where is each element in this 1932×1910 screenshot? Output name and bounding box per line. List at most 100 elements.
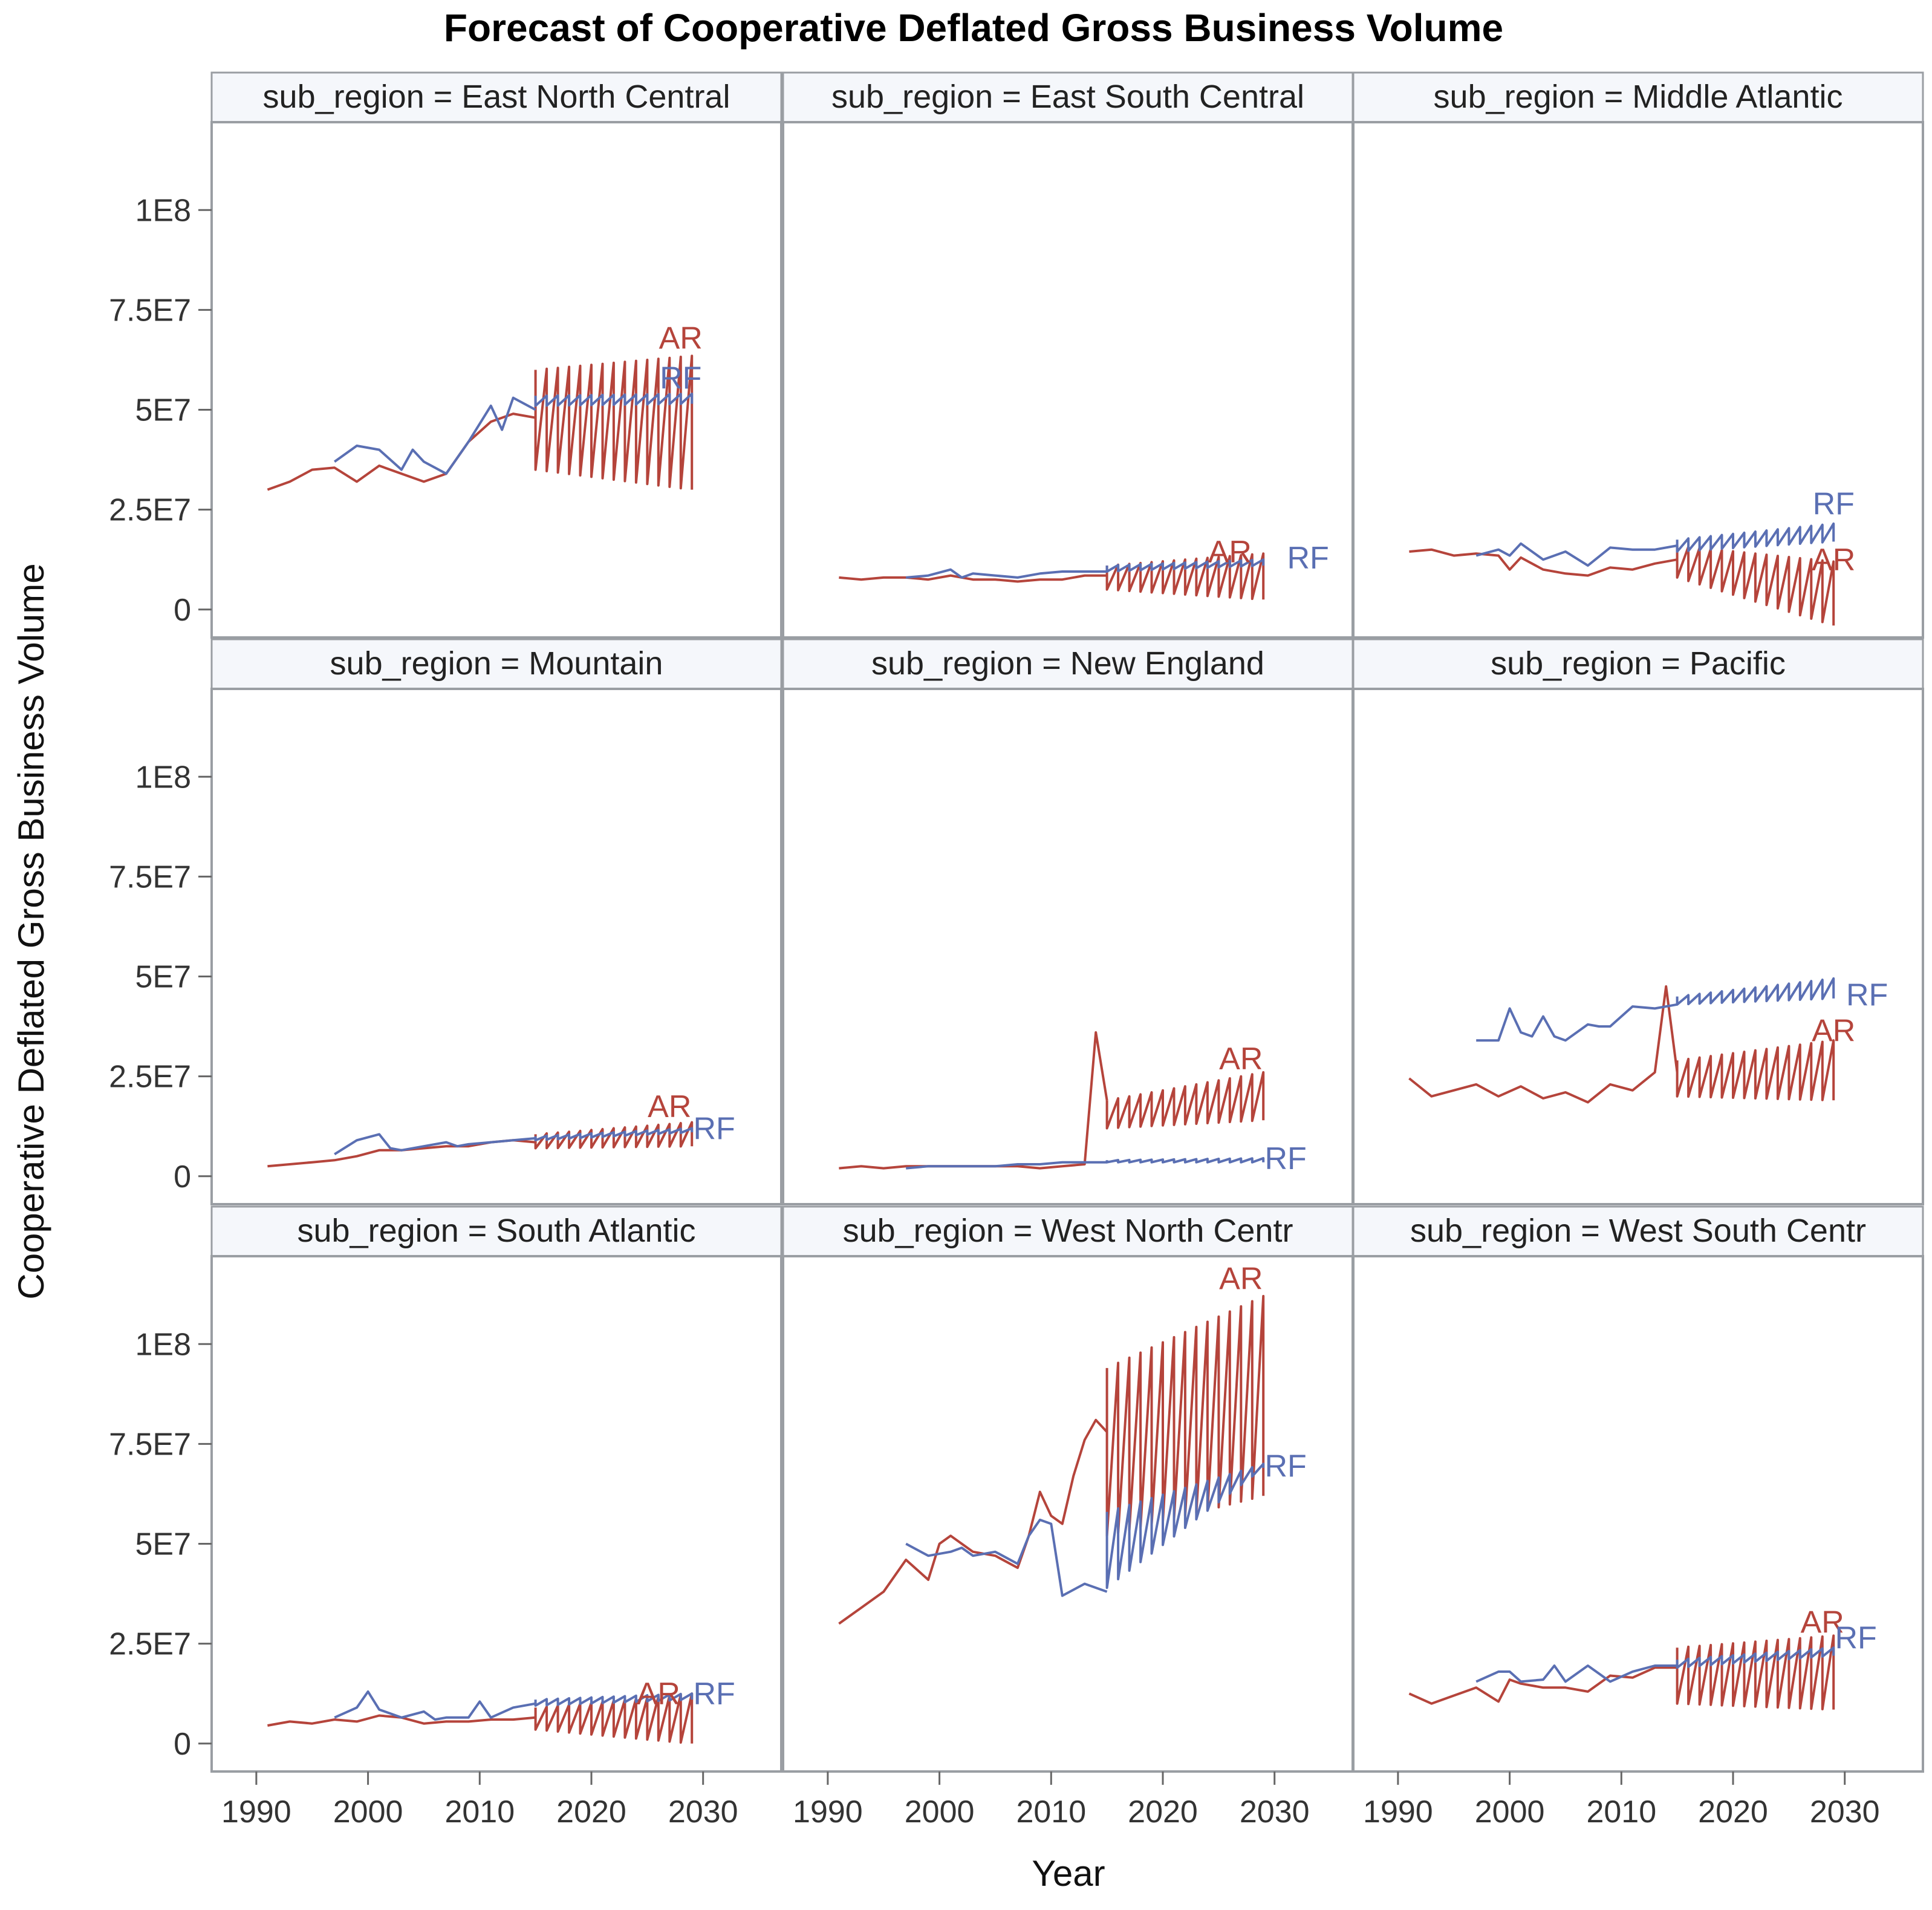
series-line-rf <box>334 396 536 475</box>
y-tick-label: 1E8 <box>135 193 191 228</box>
series-label-rf: RF <box>694 1677 735 1712</box>
panel-strip <box>1352 638 1924 690</box>
series-line-rf <box>1475 542 1677 567</box>
panel-frame <box>210 1255 782 1773</box>
y-tick-label: 5E7 <box>135 960 191 995</box>
x-tick-label: 1990 <box>793 1794 863 1830</box>
forecast-band-ar <box>534 1692 694 1744</box>
y-tick-label: 7.5E7 <box>109 859 191 895</box>
x-tick-label: 2030 <box>1810 1794 1880 1830</box>
panel-9: sub_region = West South Centr 1990 2000 201… <box>1352 1205 1924 1830</box>
panel-frame <box>1352 1255 1924 1773</box>
forecast-band-rf <box>1105 1157 1265 1164</box>
panel-frame <box>210 688 782 1205</box>
panel-strip <box>782 638 1354 690</box>
forecast-band-ar <box>1676 1634 1835 1710</box>
panel-data <box>1408 977 1835 1104</box>
panel-strip <box>210 638 782 690</box>
panel-strip-label: sub_region = West North Centr <box>843 1213 1293 1249</box>
panel-data <box>267 1690 694 1744</box>
series-line-rf <box>334 1690 536 1721</box>
panel-7: sub_region = South Atlantic 0 2.5E7 5E7 7.5E… <box>109 1205 782 1830</box>
panel-strip-label: sub_region = West South Centr <box>1410 1213 1866 1249</box>
y-tick-label: 0 <box>174 1159 191 1195</box>
series-label-rf: RF <box>1265 1449 1307 1484</box>
x-tick-label: 2000 <box>905 1794 975 1830</box>
panel-strip-label: sub_region = East South Central <box>831 79 1304 115</box>
series-label-ar: AR <box>637 1677 680 1712</box>
series-line-rf <box>905 1518 1108 1597</box>
forecast-band-ar <box>1676 1039 1835 1101</box>
series-label-rf: RF <box>1813 487 1855 522</box>
panel-5: sub_region = New England AR RF <box>782 638 1354 1205</box>
y-tick-label: 0 <box>174 1727 191 1762</box>
x-tick-label: 2020 <box>556 1794 626 1830</box>
chart-title: Forecast of Cooperative Deflated Gross B… <box>444 6 1503 50</box>
panel-strip-label: sub_region = New England <box>871 645 1264 682</box>
panel-data <box>1408 1634 1835 1710</box>
series-line-rf <box>1476 1003 1677 1042</box>
series-line-rf <box>334 1133 536 1156</box>
forecast-band-rf <box>1105 1462 1265 1589</box>
y-tick-label: 2.5E7 <box>109 1060 191 1095</box>
x-tick-label: 2030 <box>1240 1794 1310 1830</box>
forecast-band-ar <box>1105 1295 1265 1537</box>
y-tick-label: 1E8 <box>135 760 191 795</box>
panel-strip-label: sub_region = East North Central <box>263 79 730 115</box>
x-tick-label: 2010 <box>444 1794 515 1830</box>
forecast-band-rf <box>534 393 694 407</box>
x-tick-label: 2020 <box>1698 1794 1768 1830</box>
panel-frame <box>1352 121 1924 639</box>
series-line-ar <box>267 412 536 491</box>
forecast-band-rf <box>534 1127 694 1142</box>
series-label-rf: RF <box>1287 541 1329 576</box>
series-label-rf: RF <box>1835 1621 1877 1656</box>
panel-data <box>1409 522 1835 626</box>
panel-8: sub_region = West North Centr 1990 2000 201… <box>782 1205 1354 1830</box>
panel-strip <box>210 1205 782 1257</box>
forecast-band-rf <box>1676 522 1835 553</box>
panel-frame <box>210 121 782 639</box>
panel-data <box>839 1031 1265 1170</box>
panel-frame <box>782 1255 1354 1773</box>
x-tick-label: 2000 <box>333 1794 403 1830</box>
x-axis-label: Year <box>1032 1853 1105 1894</box>
forecast-band-ar <box>534 354 694 490</box>
series-label-ar: AR <box>1812 543 1855 578</box>
series-label-ar: AR <box>1801 1605 1844 1640</box>
series-line-rf <box>1475 1664 1677 1683</box>
x-tick-label: 1990 <box>1363 1794 1433 1830</box>
series-line-ar <box>1408 985 1679 1104</box>
panel-3: sub_region = Middle Atlantic AR RF <box>1352 71 1924 639</box>
panel-1: sub_region = East North Central 0 2.5E7 5E7… <box>109 71 782 639</box>
series-label-rf: RF <box>1846 977 1888 1012</box>
y-tick-label: 0 <box>174 593 191 628</box>
series-label-ar: AR <box>1219 1261 1263 1296</box>
panel-frame <box>782 688 1354 1205</box>
series-line-rf <box>906 568 1107 579</box>
panel-strip-label: sub_region = Middle Atlantic <box>1434 79 1843 115</box>
panel-strip-label: sub_region = Pacific <box>1491 645 1786 682</box>
panel-strip-label: sub_region = South Atlantic <box>298 1213 696 1249</box>
x-tick-label: 2030 <box>668 1794 738 1830</box>
panel-data <box>267 354 694 491</box>
series-label-ar: AR <box>1812 1014 1855 1049</box>
panel-strip-label: sub_region = Mountain <box>330 645 663 682</box>
x-tick-label: 2020 <box>1128 1794 1198 1830</box>
panel-frame <box>782 121 1354 639</box>
panel-frame <box>1352 688 1924 1205</box>
series-line-rf <box>906 1161 1107 1170</box>
panel-2: sub_region = East South Central AR RF <box>782 71 1354 639</box>
forecast-band-ar <box>1105 1071 1265 1130</box>
panel-data <box>267 1121 694 1168</box>
panel-strip <box>210 71 782 123</box>
y-tick-label: 2.5E7 <box>109 493 191 528</box>
series-label-rf: RF <box>694 1112 735 1147</box>
series-line-ar <box>1408 1666 1677 1705</box>
panel-strip <box>1352 1205 1924 1257</box>
x-tick-label: 1990 <box>221 1794 291 1830</box>
forecast-band-ar <box>1676 546 1835 626</box>
panel-data <box>838 1295 1265 1625</box>
y-axis-label: Cooperative Deflated Gross Business Volu… <box>11 563 51 1299</box>
